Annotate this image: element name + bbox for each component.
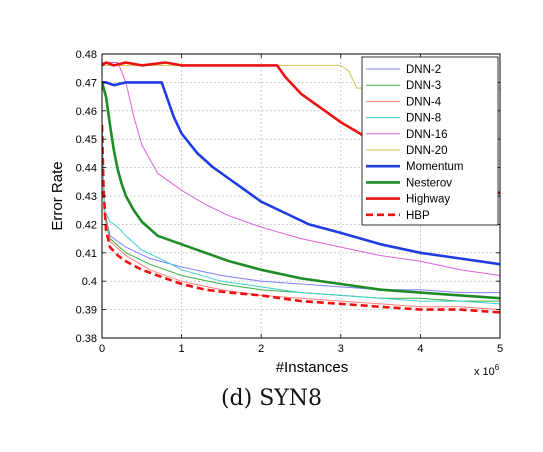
axis-ticks: 0 1 2 3 4 5 0.38 0.39 0.4 0.41 0.42 0.43 0.44 0.45 0.4… xyxy=(76,49,503,355)
legend-label: Momentum xyxy=(406,161,464,173)
legend-label: Highway xyxy=(406,194,450,206)
y-tick-label: 0.41 xyxy=(76,248,97,260)
y-tick-label: 0.39 xyxy=(76,305,97,317)
y-tick-label: 0.44 xyxy=(76,163,97,175)
legend: DNN-2 DNN-3 DNN-4 DNN-8 DNN-16 DNN-20 Momentum… xyxy=(361,56,499,226)
series-line-nesterov xyxy=(102,82,500,300)
legend-label: DNN-8 xyxy=(406,113,441,125)
series-line-dnn-16 xyxy=(102,62,500,276)
series-line-dnn-2 xyxy=(102,124,500,294)
x-tick-label: 2 xyxy=(258,343,264,355)
x-tick-label: 3 xyxy=(338,343,344,355)
legend-label: DNN-16 xyxy=(406,129,448,141)
legend-label: DNN-3 xyxy=(406,80,441,92)
y-tick-label: 0.45 xyxy=(76,134,97,146)
y-tick-label: 0.46 xyxy=(76,106,97,118)
y-tick-label: 0.43 xyxy=(76,191,97,203)
y-tick-label: 0.38 xyxy=(76,333,97,345)
series-line-dnn-3 xyxy=(102,124,500,302)
y-tick-label: 0.48 xyxy=(76,49,97,61)
figure-caption: (d) SYN8 xyxy=(220,386,323,411)
legend-label: DNN-20 xyxy=(406,145,448,157)
x-tick-label: 1 xyxy=(179,343,185,355)
grid-lines xyxy=(102,54,500,338)
y-tick-label: 0.4 xyxy=(82,276,97,288)
legend-label: DNN-2 xyxy=(406,64,441,76)
x-tick-label: 0 xyxy=(99,343,105,355)
x-tick-label: 4 xyxy=(417,343,423,355)
y-tick-label: 0.47 xyxy=(76,77,97,89)
legend-label: HBP xyxy=(406,210,430,222)
x-multiplier-label: x 106 xyxy=(474,363,500,378)
x-tick-label: 5 xyxy=(497,343,503,355)
legend-label: Nesterov xyxy=(406,177,452,189)
x-axis-label: #Instances xyxy=(276,359,349,376)
series-line-dnn-8 xyxy=(102,124,500,305)
y-tick-label: 0.42 xyxy=(76,219,97,231)
y-axis-label: Error Rate xyxy=(49,161,66,230)
series-line-momentum xyxy=(102,81,500,266)
legend-label: DNN-4 xyxy=(406,96,442,108)
chart-canvas: 0 1 2 3 4 5 0.38 0.39 0.4 0.41 0.42 0.43 0.44 0.45 0.4… xyxy=(49,49,503,378)
series-line-hbp xyxy=(102,124,500,314)
